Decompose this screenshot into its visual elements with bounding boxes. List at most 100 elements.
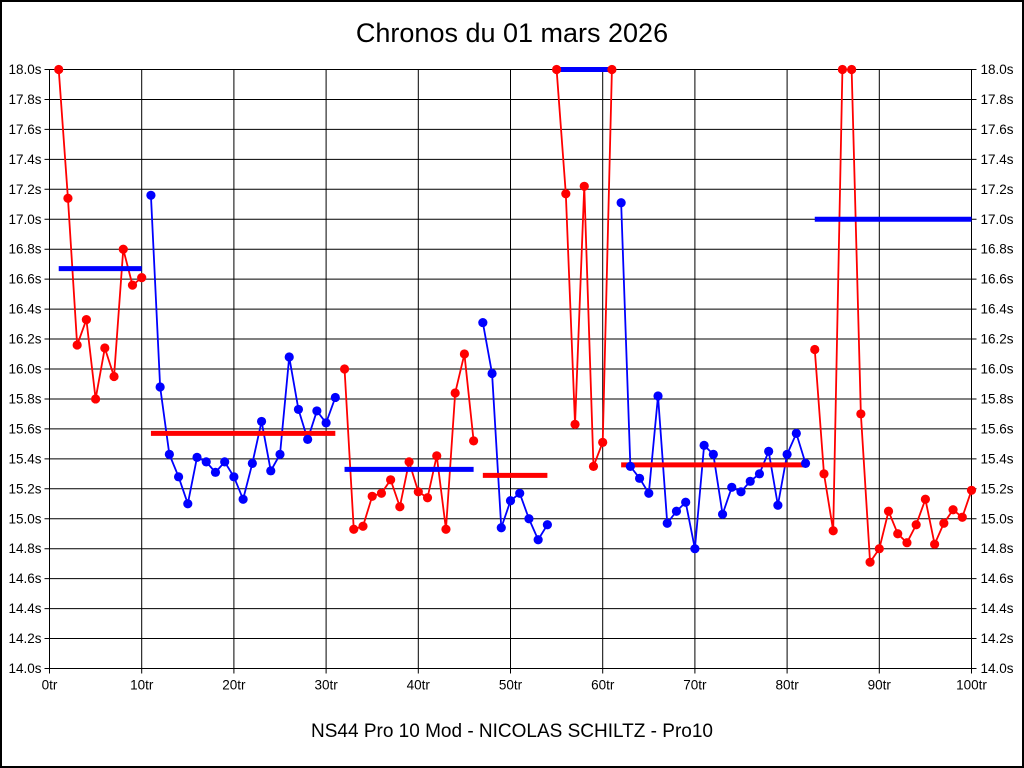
data-point (570, 419, 580, 430)
data-point (920, 494, 931, 504)
y-tick-label-right: 15.8s (981, 391, 1014, 406)
data-point (598, 437, 608, 447)
data-point (183, 499, 193, 509)
data-point (72, 340, 82, 350)
data-point (791, 428, 801, 438)
data-point (883, 506, 894, 516)
data-point (634, 473, 645, 483)
x-tick-label: 10tr (130, 678, 154, 693)
y-tick-label-right: 17.2s (981, 182, 1014, 197)
y-tick-label-left: 15.2s (8, 481, 41, 496)
data-point (837, 64, 848, 75)
data-point (893, 529, 903, 539)
data-point (874, 544, 884, 554)
data-point (524, 514, 534, 524)
data-point (201, 457, 211, 467)
data-point (653, 391, 663, 401)
data-point (496, 523, 506, 533)
data-point (210, 467, 221, 477)
data-point (303, 434, 313, 444)
data-point (800, 458, 811, 468)
data-point (487, 368, 497, 379)
data-point (173, 472, 184, 482)
x-tick-label: 20tr (222, 678, 246, 693)
data-point (708, 449, 718, 459)
data-point (662, 518, 672, 528)
data-point (865, 557, 875, 567)
data-point (847, 64, 857, 75)
series-line-run-3 (343, 353, 475, 531)
series (54, 64, 977, 567)
data-point (810, 344, 820, 355)
y-tick-label-right: 14.4s (981, 601, 1014, 616)
data-point (515, 488, 525, 498)
data-point (330, 392, 340, 403)
data-point (505, 496, 516, 506)
data-point (118, 244, 128, 254)
y-tick-label-left: 17.4s (8, 152, 41, 167)
data-point (81, 314, 91, 325)
series-line-run-4 (481, 322, 549, 542)
data-point (395, 502, 405, 512)
x-tick-label: 60tr (591, 678, 615, 693)
data-point (764, 446, 774, 456)
y-tick-label-left: 15.6s (8, 421, 41, 436)
y-tick-label-right: 14.8s (981, 541, 1014, 556)
data-point (432, 451, 442, 461)
y-tick-label-left: 16.2s (8, 332, 41, 347)
y-tick-label-left: 17.2s (8, 182, 41, 197)
axis-labels: 14.0s 14.0s 14.2s 14.2s 14.4s 14.4s 14.6s 14.6s… (8, 62, 1013, 693)
data-point (579, 181, 589, 191)
y-tick-label-left: 15.8s (8, 391, 41, 406)
y-tick-label-left: 18.0s (8, 62, 41, 77)
data-point (312, 406, 322, 416)
data-point (339, 364, 350, 374)
data-point (948, 505, 958, 515)
data-point (358, 521, 368, 531)
x-tick-label: 0tr (42, 678, 58, 693)
series-line-run-7 (813, 68, 973, 565)
data-point (441, 524, 451, 534)
data-point (699, 440, 709, 450)
data-point (782, 449, 792, 459)
data-point (229, 472, 239, 482)
data-point (367, 491, 377, 501)
data-point (164, 449, 174, 459)
y-tick-label-right: 14.6s (981, 571, 1014, 586)
data-point (588, 461, 599, 471)
data-point (256, 416, 267, 427)
data-point (293, 404, 304, 415)
data-point (616, 198, 626, 208)
data-point (966, 485, 977, 495)
data-point (146, 190, 156, 200)
data-point (91, 394, 101, 404)
data-point (681, 497, 691, 507)
x-tick-label: 100tr (956, 678, 987, 693)
data-point (404, 457, 414, 467)
data-point (745, 476, 755, 486)
x-tick-label: 80tr (775, 678, 799, 693)
series-line-run-2 (150, 195, 337, 508)
data-point (100, 343, 110, 353)
data-point (828, 526, 838, 536)
y-tick-label-right: 17.0s (981, 212, 1014, 227)
data-point (459, 349, 469, 359)
grid (44, 69, 977, 674)
x-tick-label: 30tr (314, 678, 338, 693)
y-tick-label-right: 15.2s (981, 481, 1014, 496)
data-point (856, 409, 866, 419)
data-point (478, 317, 488, 328)
data-point (773, 500, 783, 510)
data-point (386, 475, 396, 485)
y-tick-label-left: 14.2s (8, 631, 41, 646)
data-point (63, 193, 73, 203)
y-tick-label-right: 15.4s (981, 451, 1014, 466)
data-point (155, 382, 165, 392)
data-point (469, 436, 479, 446)
y-tick-label-right: 16.2s (981, 332, 1014, 347)
data-point (717, 509, 728, 519)
y-tick-label-left: 16.0s (8, 362, 41, 377)
data-point (450, 388, 460, 398)
y-tick-label-right: 16.8s (981, 242, 1014, 257)
